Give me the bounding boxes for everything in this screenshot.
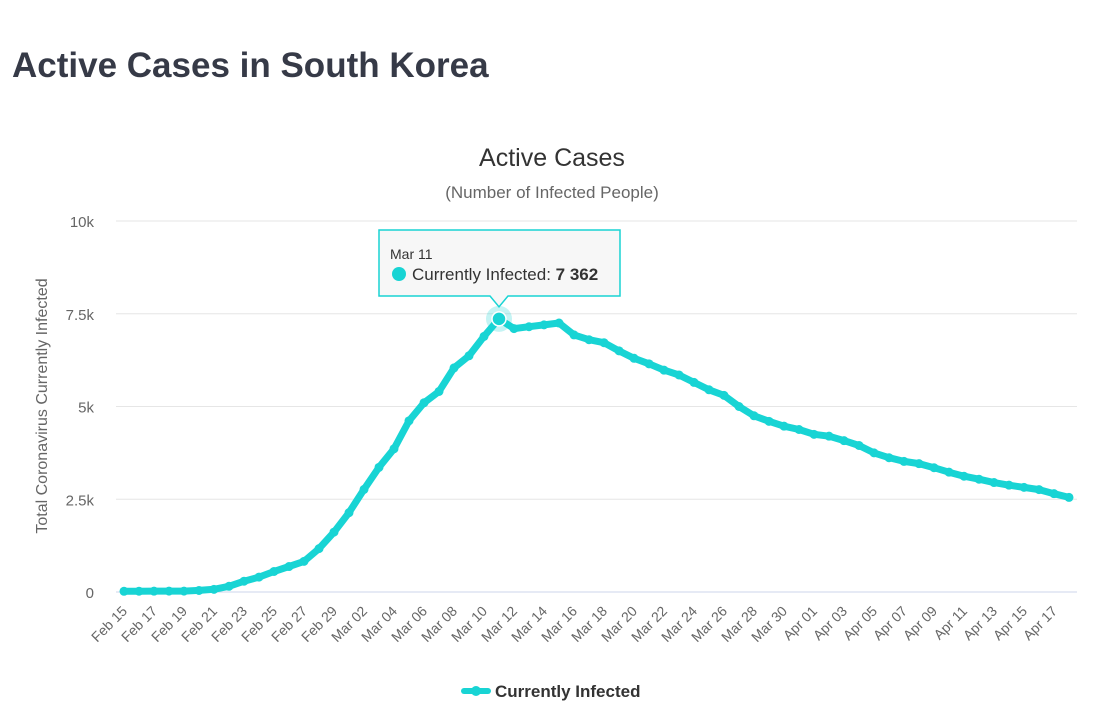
data-point[interactable] (314, 544, 324, 554)
data-point[interactable] (629, 353, 639, 363)
data-point[interactable] (1019, 482, 1029, 492)
hover-point[interactable] (491, 311, 507, 327)
data-point[interactable] (779, 421, 789, 431)
data-point[interactable] (1049, 489, 1059, 499)
data-point[interactable] (764, 416, 774, 426)
tooltip-date: Mar 11 (390, 246, 433, 262)
series-currently-infected (119, 305, 1074, 596)
data-point[interactable] (119, 586, 129, 596)
data-point[interactable] (809, 429, 819, 439)
data-point[interactable] (929, 463, 939, 473)
data-point[interactable] (554, 318, 564, 328)
y-tick-label: 5k (78, 400, 94, 417)
y-tick-label: 10k (70, 214, 95, 231)
data-point[interactable] (899, 456, 909, 466)
data-point[interactable] (974, 474, 984, 484)
data-point[interactable] (284, 562, 294, 572)
data-point[interactable] (689, 377, 699, 387)
data-point[interactable] (479, 331, 489, 341)
data-point[interactable] (869, 448, 879, 458)
y-axis-title: Total Coronavirus Currently Infected (34, 278, 51, 533)
x-tick-label: Apr 17 (1020, 603, 1061, 644)
data-point[interactable] (824, 431, 834, 441)
y-tick-label: 0 (86, 585, 94, 602)
data-point[interactable] (734, 402, 744, 411)
data-point[interactable] (359, 484, 369, 494)
data-point[interactable] (704, 385, 714, 395)
tooltip-separator: : (546, 265, 555, 284)
legend[interactable]: Currently Infected (461, 682, 640, 701)
y-axis-ticks: 0 2.5k 5k 7.5k 10k (66, 214, 95, 602)
y-tick-label: 2.5k (66, 492, 95, 509)
data-point[interactable] (569, 330, 579, 340)
data-point[interactable] (539, 320, 549, 330)
data-point[interactable] (149, 586, 159, 596)
chart-title: Active Cases (479, 144, 625, 172)
data-point[interactable] (584, 335, 594, 345)
data-point[interactable] (854, 440, 864, 450)
tooltip-value: 7 362 (556, 265, 599, 284)
data-point[interactable] (674, 370, 684, 380)
data-point[interactable] (614, 346, 624, 356)
data-point[interactable] (464, 351, 474, 361)
legend-label[interactable]: Currently Infected (495, 682, 640, 701)
tooltip: Mar 11 Currently Infected: 7 362 (378, 229, 621, 309)
data-point[interactable] (404, 416, 414, 426)
data-point[interactable] (434, 386, 444, 396)
data-point[interactable] (509, 324, 519, 334)
data-point[interactable] (944, 467, 954, 477)
data-point[interactable] (239, 576, 249, 586)
data-point[interactable] (1064, 492, 1074, 502)
data-point[interactable] (839, 436, 849, 446)
data-point[interactable] (599, 338, 609, 348)
data-point[interactable] (224, 581, 234, 591)
page-heading: Active Cases in South Korea (12, 46, 489, 85)
data-point[interactable] (719, 390, 729, 400)
tooltip-series-name: Currently Infected (412, 265, 546, 284)
data-point[interactable] (959, 471, 969, 481)
data-point[interactable] (389, 444, 399, 454)
series-line (120, 315, 1073, 595)
data-point[interactable] (344, 508, 354, 518)
data-point[interactable] (254, 572, 264, 582)
data-point[interactable] (749, 411, 759, 421)
tooltip-series-dot (392, 267, 406, 281)
data-point[interactable] (524, 322, 534, 332)
data-point[interactable] (164, 586, 174, 596)
y-tick-label: 7.5k (66, 307, 95, 324)
data-point[interactable] (209, 584, 219, 594)
data-point[interactable] (794, 425, 804, 435)
data-point[interactable] (1034, 485, 1044, 495)
data-point[interactable] (374, 462, 384, 472)
data-point[interactable] (419, 398, 429, 408)
data-point[interactable] (884, 453, 894, 463)
tooltip-line: Currently Infected: 7 362 (412, 265, 598, 284)
data-point[interactable] (1004, 480, 1014, 490)
data-point[interactable] (134, 586, 144, 596)
data-point[interactable] (644, 359, 654, 369)
data-point[interactable] (194, 585, 204, 595)
data-point[interactable] (269, 566, 279, 576)
data-point[interactable] (299, 556, 309, 566)
data-point[interactable] (449, 363, 459, 373)
chart-subtitle: (Number of Infected People) (445, 183, 659, 202)
data-point[interactable] (659, 365, 669, 375)
data-point[interactable] (989, 478, 999, 488)
data-point[interactable] (329, 527, 339, 537)
x-tick-label: Apr 09 (900, 603, 941, 644)
legend-marker-icon (471, 686, 481, 696)
data-point[interactable] (914, 459, 924, 469)
data-point[interactable] (179, 586, 189, 596)
tooltip-box (378, 229, 621, 309)
gridlines (116, 220, 1077, 593)
